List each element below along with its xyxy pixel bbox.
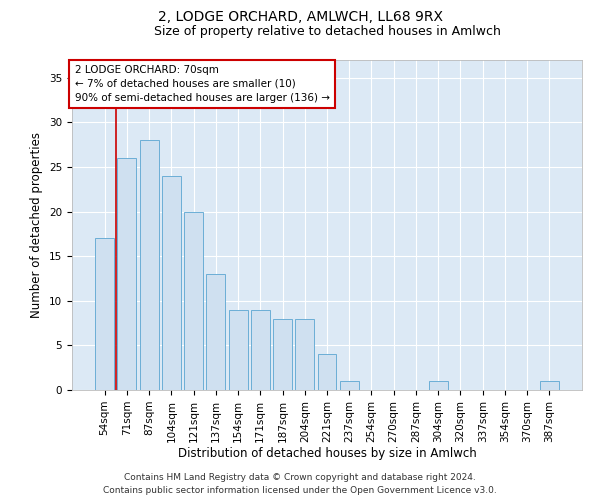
Bar (140, 140, 158, 390)
Bar (295, 318, 314, 390)
Bar (273, 318, 292, 390)
Bar (184, 212, 203, 390)
Bar (429, 381, 448, 390)
Text: Contains HM Land Registry data © Crown copyright and database right 2024.
Contai: Contains HM Land Registry data © Crown c… (103, 474, 497, 495)
Bar (206, 274, 225, 390)
Bar (162, 176, 181, 390)
Bar (118, 158, 136, 390)
Text: 2 LODGE ORCHARD: 70sqm
← 7% of detached houses are smaller (10)
90% of semi-deta: 2 LODGE ORCHARD: 70sqm ← 7% of detached … (74, 65, 329, 103)
Bar (317, 354, 337, 390)
Bar (540, 381, 559, 390)
X-axis label: Distribution of detached houses by size in Amlwch: Distribution of detached houses by size … (178, 448, 476, 460)
Bar (251, 310, 270, 390)
Bar (95, 238, 114, 390)
Y-axis label: Number of detached properties: Number of detached properties (31, 132, 43, 318)
Text: 2, LODGE ORCHARD, AMLWCH, LL68 9RX: 2, LODGE ORCHARD, AMLWCH, LL68 9RX (157, 10, 443, 24)
Bar (340, 381, 359, 390)
Bar (229, 310, 248, 390)
Title: Size of property relative to detached houses in Amlwch: Size of property relative to detached ho… (154, 25, 500, 38)
